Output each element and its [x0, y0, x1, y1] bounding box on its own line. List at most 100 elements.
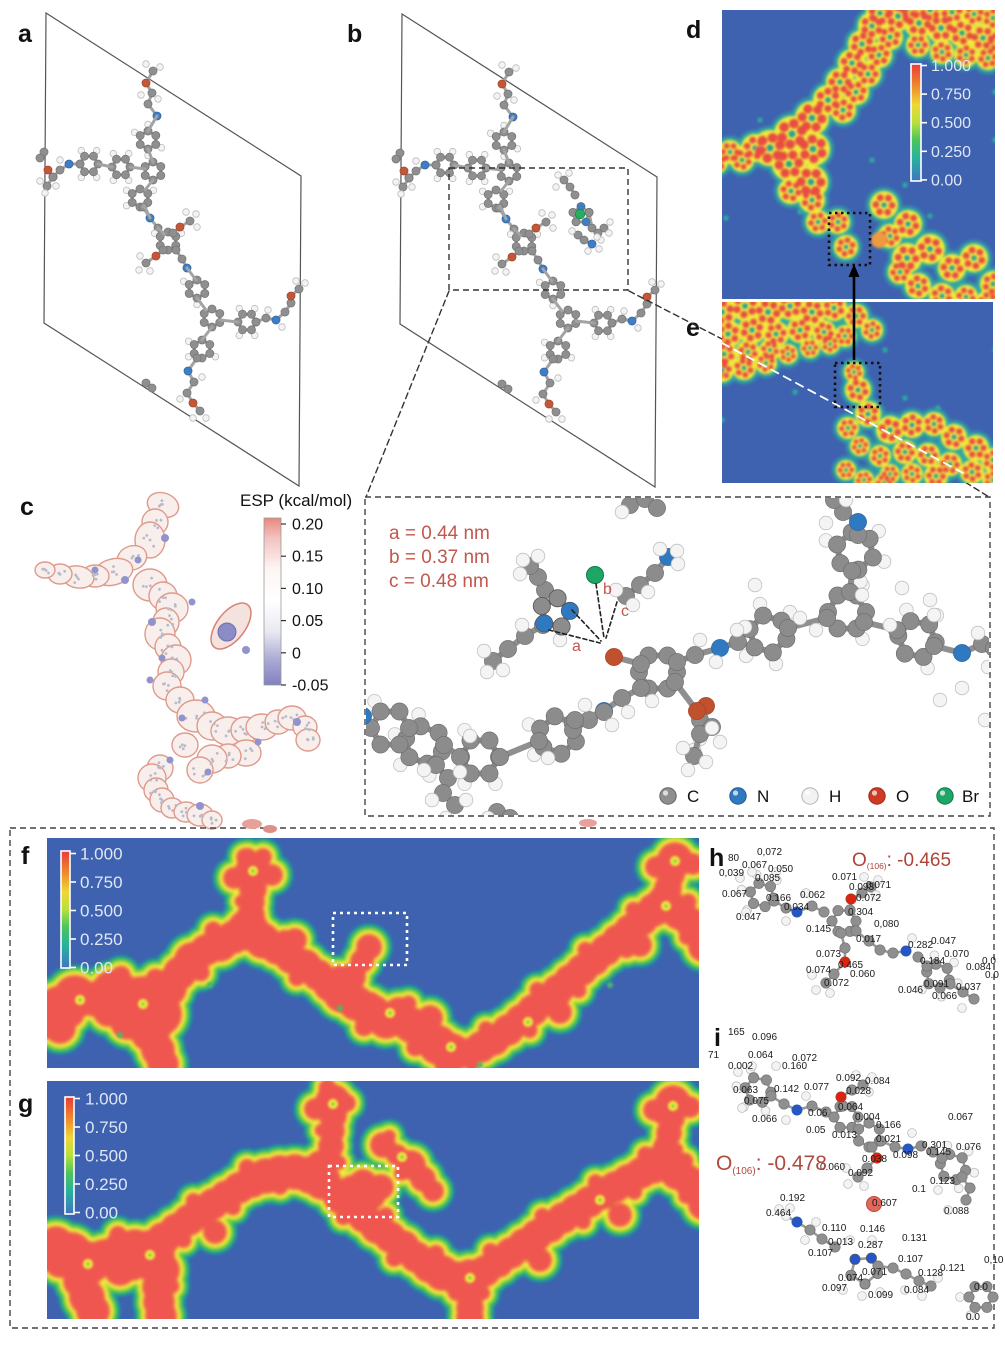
svg-text:0.128: 0.128 — [918, 1268, 943, 1279]
svg-text:0.071: 0.071 — [862, 1267, 887, 1278]
svg-text:O: O — [896, 787, 909, 806]
svg-text:0.0: 0.0 — [966, 1312, 980, 1323]
svg-text:0.074: 0.074 — [806, 965, 831, 976]
svg-text:Br: Br — [962, 787, 979, 806]
svg-text:b = 0.37 nm: b = 0.37 nm — [389, 547, 490, 568]
svg-text:a = 0.44 nm: a = 0.44 nm — [389, 523, 490, 544]
svg-text:0,039: 0,039 — [719, 868, 744, 879]
svg-text:0.038: 0.038 — [862, 1154, 887, 1165]
svg-text:0.250: 0.250 — [80, 930, 123, 949]
svg-text:0.096: 0.096 — [752, 1032, 777, 1043]
svg-text:0.062: 0.062 — [800, 890, 825, 901]
svg-text:0.107: 0.107 — [808, 1248, 833, 1259]
svg-text:b: b — [603, 581, 612, 598]
svg-text:0.088: 0.088 — [944, 1206, 969, 1217]
svg-text:0.500: 0.500 — [80, 902, 123, 921]
svg-text:0.097: 0.097 — [822, 1283, 847, 1294]
svg-text:C: C — [687, 787, 699, 806]
svg-text:e: e — [686, 314, 700, 342]
svg-text:0.067: 0.067 — [948, 1112, 973, 1123]
svg-text:0.091: 0.091 — [924, 979, 949, 990]
svg-text:1.000: 1.000 — [931, 58, 971, 75]
svg-text:0.013: 0.013 — [828, 1237, 853, 1248]
svg-text:0.074: 0.074 — [838, 1273, 863, 1284]
svg-text:c: c — [621, 603, 629, 620]
svg-text:-0.05: -0.05 — [292, 678, 329, 695]
svg-text:0.00: 0.00 — [80, 959, 113, 978]
svg-text:0.099: 0.099 — [868, 1290, 893, 1301]
svg-text:0.05: 0.05 — [292, 613, 323, 630]
svg-text:0.0: 0.0 — [982, 956, 996, 967]
svg-text:b: b — [347, 20, 362, 48]
svg-text:0,080: 0,080 — [874, 919, 899, 930]
svg-text:0,071: 0,071 — [866, 880, 891, 891]
svg-text:i: i — [714, 1024, 721, 1052]
svg-text:0.00: 0.00 — [85, 1204, 118, 1223]
svg-text:0.166: 0.166 — [876, 1120, 901, 1131]
svg-text:0.066: 0.066 — [932, 991, 957, 1002]
svg-text:1.000: 1.000 — [80, 845, 123, 864]
svg-text:0.072: 0.072 — [856, 893, 881, 904]
svg-text:H: H — [829, 787, 841, 806]
svg-text:165: 165 — [728, 1027, 745, 1038]
svg-text:0.092: 0.092 — [848, 1168, 873, 1179]
svg-text:71: 71 — [708, 1050, 720, 1061]
svg-text:0.304: 0.304 — [848, 907, 873, 918]
svg-text:0.287: 0.287 — [858, 1240, 883, 1251]
svg-text:f: f — [21, 842, 30, 870]
svg-text:0.028: 0.028 — [846, 1086, 871, 1097]
svg-text:0.073: 0.073 — [816, 949, 841, 960]
svg-text:0.047: 0.047 — [931, 936, 956, 947]
svg-text:0,072: 0,072 — [757, 847, 782, 858]
svg-text:0.500: 0.500 — [85, 1147, 128, 1166]
svg-text:0.072: 0.072 — [824, 978, 849, 989]
svg-text:0.750: 0.750 — [80, 873, 123, 892]
svg-text:a: a — [18, 20, 33, 48]
svg-text:0.750: 0.750 — [931, 87, 971, 104]
svg-text:0.064: 0.064 — [748, 1050, 773, 1061]
svg-text:0.046: 0.046 — [898, 985, 923, 996]
svg-text:0.192: 0.192 — [780, 1193, 805, 1204]
svg-text:0.142: 0.142 — [774, 1084, 799, 1095]
svg-text:0.250: 0.250 — [85, 1175, 128, 1194]
svg-text:0.500: 0.500 — [931, 115, 971, 132]
svg-text:0.085: 0.085 — [755, 873, 780, 884]
svg-text:0.145: 0.145 — [926, 1147, 951, 1158]
svg-text:0.084: 0.084 — [904, 1285, 929, 1296]
svg-text:0.0: 0.0 — [985, 970, 999, 981]
svg-text:0.145: 0.145 — [806, 924, 831, 935]
svg-text:0.0: 0.0 — [974, 1282, 988, 1293]
svg-text:0.160: 0.160 — [782, 1061, 807, 1072]
svg-text:0.10: 0.10 — [292, 581, 323, 598]
svg-text:0.131: 0.131 — [902, 1233, 927, 1244]
svg-text:0.250: 0.250 — [931, 144, 971, 161]
svg-text:d: d — [686, 16, 701, 44]
svg-text:a: a — [572, 638, 581, 655]
svg-text:0.06: 0.06 — [808, 1108, 828, 1119]
svg-text:g: g — [18, 1090, 33, 1118]
svg-text:0.063: 0.063 — [733, 1085, 758, 1096]
svg-text:0.121: 0.121 — [940, 1263, 965, 1274]
svg-text:0.021: 0.021 — [876, 1134, 901, 1145]
svg-text:0.110: 0.110 — [822, 1223, 847, 1234]
svg-text:0.070: 0.070 — [944, 949, 969, 960]
svg-text:0.037: 0.037 — [956, 982, 981, 993]
svg-text:0.075: 0.075 — [744, 1096, 769, 1107]
svg-text:0.146: 0.146 — [860, 1224, 885, 1235]
svg-text:0.092: 0.092 — [836, 1073, 861, 1084]
svg-text:c = 0.48 nm: c = 0.48 nm — [389, 571, 489, 592]
svg-text:0.098: 0.098 — [893, 1150, 918, 1161]
svg-text:0: 0 — [292, 645, 301, 662]
svg-text:0.123: 0.123 — [930, 1176, 955, 1187]
svg-text:0.067: 0.067 — [722, 889, 747, 900]
svg-text:0.20: 0.20 — [292, 517, 323, 534]
svg-text:0,034: 0,034 — [784, 902, 809, 913]
svg-text:0.107: 0.107 — [898, 1254, 923, 1265]
svg-text:c: c — [20, 493, 34, 521]
svg-text:ESP (kcal/mol): ESP (kcal/mol) — [240, 491, 352, 510]
svg-text:0.15: 0.15 — [292, 549, 323, 566]
svg-text:0.002: 0.002 — [728, 1061, 753, 1072]
svg-text:0.013: 0.013 — [832, 1130, 857, 1141]
svg-text:0.05: 0.05 — [806, 1125, 826, 1136]
svg-text:0.047: 0.047 — [736, 912, 761, 923]
